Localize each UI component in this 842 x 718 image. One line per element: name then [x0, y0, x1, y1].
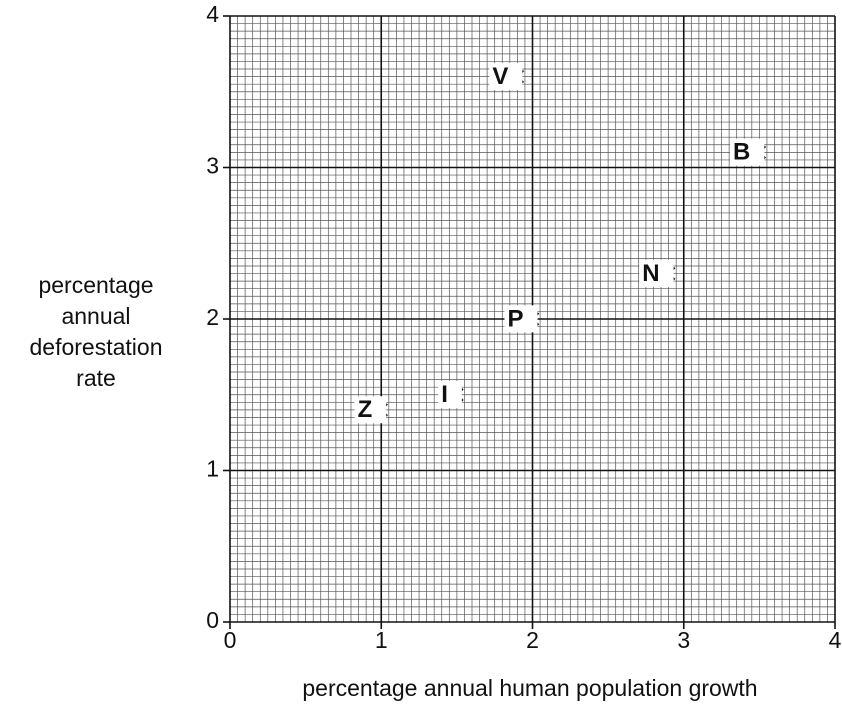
y-tick-label: 1 [206, 456, 219, 482]
label-background [504, 305, 538, 333]
point-label: V [492, 63, 508, 90]
x-tick-label: 0 [224, 627, 237, 653]
y-axis-label: annual [61, 303, 130, 329]
point-label: P [507, 305, 523, 332]
y-tick-label: 0 [206, 607, 219, 633]
y-tick-label: 2 [206, 304, 219, 330]
point-label: I [441, 381, 448, 408]
x-axis-label: percentage annual human population growt… [302, 675, 757, 701]
x-tick-label: 2 [526, 627, 539, 653]
x-tick-label: 4 [829, 627, 842, 653]
y-axis-label: percentage [38, 272, 153, 298]
y-axis-label: rate [76, 365, 116, 391]
y-axis-label: deforestation [30, 334, 163, 360]
y-tick-label: 3 [206, 153, 219, 179]
label-background [489, 62, 523, 90]
label-background [354, 396, 387, 424]
y-tick-label: 4 [206, 1, 219, 27]
point-label: Z [358, 396, 373, 423]
label-background [639, 259, 674, 287]
x-tick-label: 3 [677, 627, 690, 653]
label-background [730, 138, 765, 166]
x-tick-label: 1 [375, 627, 388, 653]
point-label: B [733, 139, 750, 166]
label-background [438, 381, 462, 409]
point-label: N [642, 260, 659, 287]
